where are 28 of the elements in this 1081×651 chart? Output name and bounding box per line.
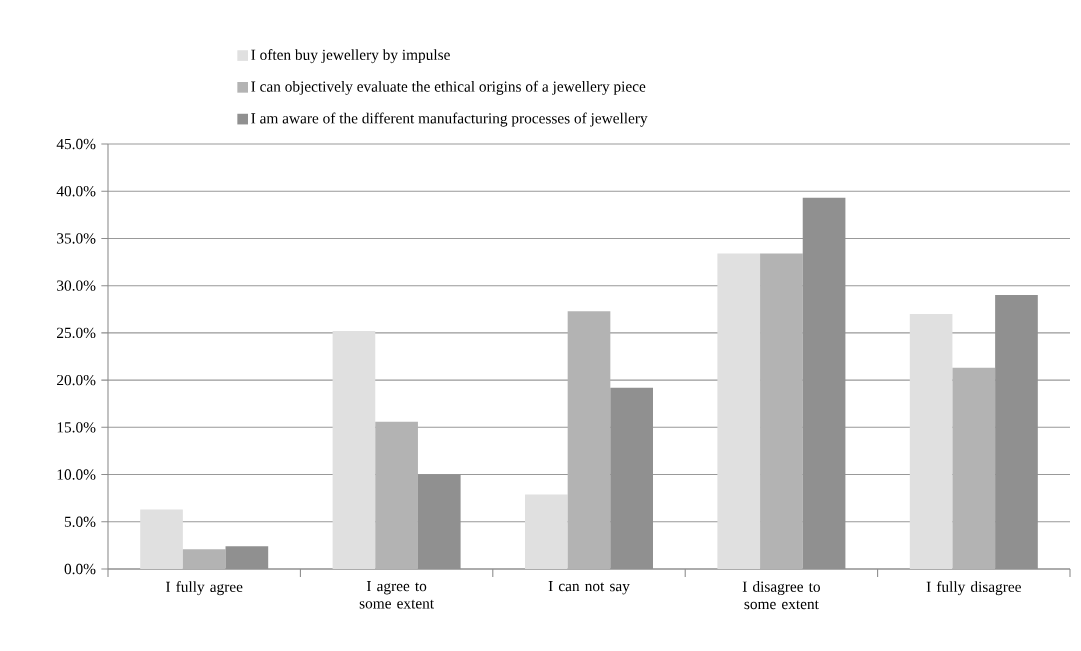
y-tick-label: 30.0% (57, 280, 96, 291)
x-tick-label: I can not say (548, 581, 630, 595)
x-tick-label: I fully disagree (926, 581, 1021, 596)
y-tick-label: 45.0% (56, 138, 96, 150)
legend-label: I often buy jewellery by impulse (251, 49, 450, 64)
y-tick-label: 20.0% (57, 374, 96, 386)
y-tick-label: 10.0% (57, 469, 96, 480)
y-tick-label: 35.0% (57, 233, 96, 244)
legend-label: I am aware of the different manufacturing processes of jewellery (251, 112, 648, 127)
bar (182, 549, 226, 569)
bar (332, 331, 376, 569)
bar (760, 253, 803, 569)
y-tick-label: 5.0% (64, 516, 96, 527)
x-tick-label: I disagree to some extent (742, 581, 820, 610)
bar (952, 367, 996, 569)
bar (909, 314, 953, 569)
bar (140, 509, 183, 569)
y-tick-label: 25.0% (57, 327, 96, 339)
x-tick-label: I fully agree (166, 581, 243, 596)
x-tick-label: I agree to some extent (359, 581, 434, 609)
bar (525, 494, 568, 569)
bar (567, 311, 611, 569)
bar (717, 253, 761, 569)
bar (375, 421, 418, 569)
legend-label: I can objectively evaluate the ethical origins of a jewellery piece (251, 80, 646, 95)
y-tick-label: 0.0% (64, 563, 96, 575)
y-tick-label: 15.0% (57, 422, 96, 433)
y-tick-label: 40.0% (56, 186, 96, 197)
